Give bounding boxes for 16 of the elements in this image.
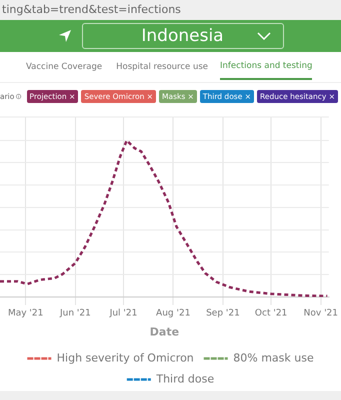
x-tick-label: May '21	[8, 308, 44, 319]
legend-label: High severity of Omicron	[56, 351, 194, 364]
chart-title: Indonesia	[141, 26, 224, 46]
x-tick-label: Jul '21	[108, 308, 138, 319]
x-tick-label: Aug '21	[156, 308, 190, 319]
legend-label: 80% mask use	[233, 351, 314, 364]
x-axis-title: Date	[150, 325, 180, 338]
text: Hospital resource use	[116, 62, 208, 72]
x-tick-label: Sep '21	[206, 308, 240, 319]
legend-label: Third dose	[155, 372, 214, 386]
x-tick-label: Oct '21	[254, 308, 288, 319]
text: Infections and testing	[220, 54, 312, 80]
x-tick-label: Jun '21	[58, 308, 91, 319]
x-tick-label: Nov '21	[304, 308, 338, 319]
text: Vaccine Coverage	[26, 62, 102, 72]
text: ting&tab=trend&test=infections	[0, 0, 341, 20]
